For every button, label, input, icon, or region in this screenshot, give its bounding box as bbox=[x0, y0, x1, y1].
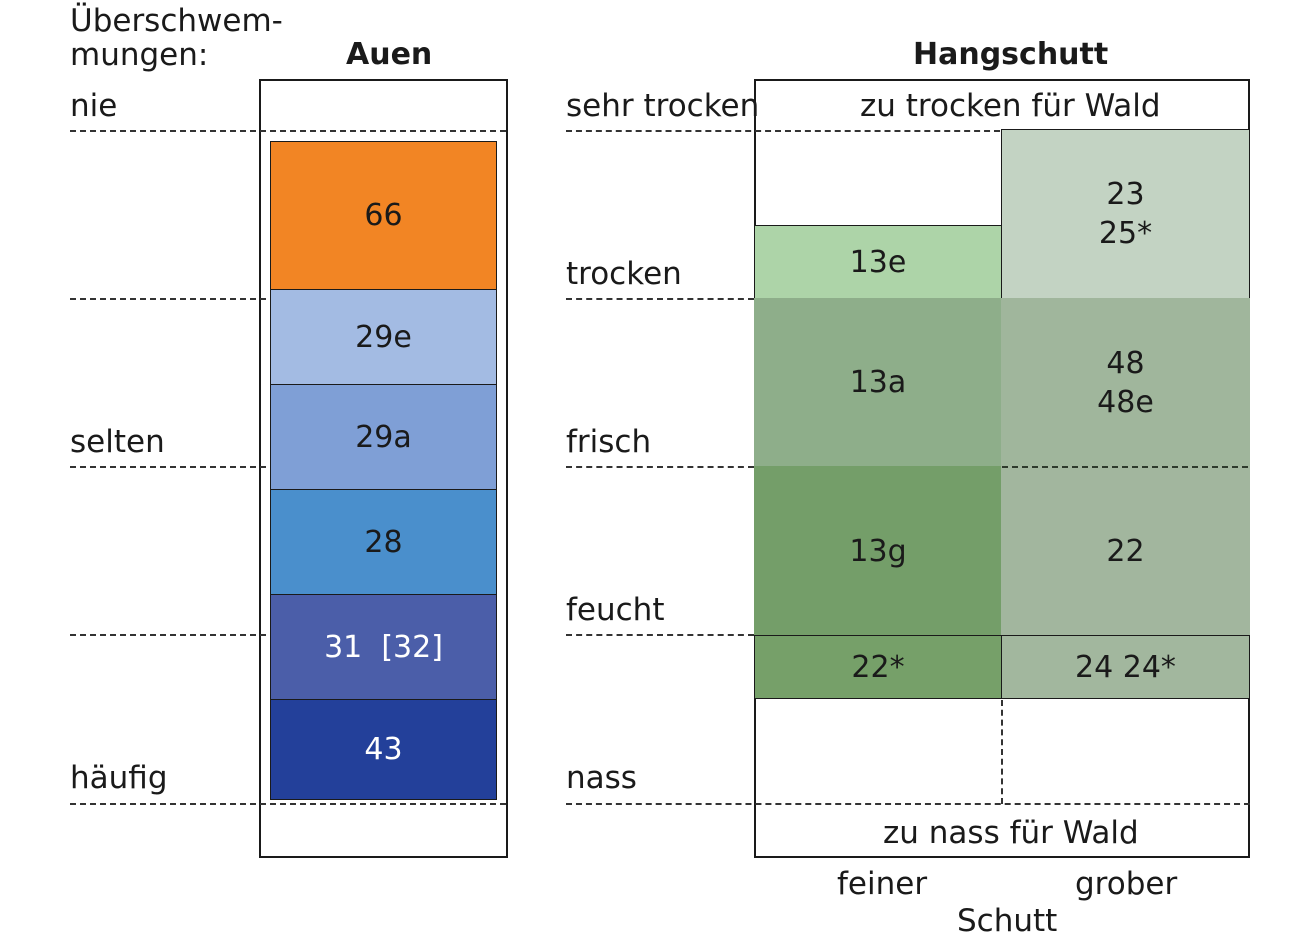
flood-header-line1: Überschwem- bbox=[70, 3, 283, 39]
auen-unit-28: 28 bbox=[270, 489, 497, 595]
auen-unit-66: 66 bbox=[270, 141, 497, 290]
auen-divider-5 bbox=[70, 803, 506, 805]
moisture-feucht: feucht bbox=[566, 592, 665, 628]
auen-divider-4 bbox=[70, 634, 266, 636]
auen-title: Auen bbox=[346, 37, 433, 72]
auen-unit-29e: 29e bbox=[270, 289, 497, 385]
unit-22: 22 bbox=[1001, 466, 1250, 636]
column-divider-dashed bbox=[1001, 700, 1003, 804]
hang-divider-3 bbox=[566, 466, 754, 468]
hang-divider-2 bbox=[566, 298, 754, 300]
auen-frame bbox=[259, 79, 508, 858]
moisture-sehr-trocken: sehr trocken bbox=[566, 88, 760, 124]
hang-divider-3b bbox=[1002, 466, 1248, 468]
x-axis-schutt: Schutt bbox=[957, 903, 1058, 939]
auen-level-haeufig: häufig bbox=[70, 760, 168, 796]
auen-level-nie: nie bbox=[70, 88, 118, 124]
unit-48-48e: 48 48e bbox=[1001, 298, 1250, 467]
unit-23-25-star: 23 25* bbox=[1001, 129, 1250, 299]
hang-divider-1 bbox=[566, 130, 1000, 132]
auen-divider-3 bbox=[70, 466, 266, 468]
moisture-trocken: trocken bbox=[566, 256, 682, 292]
unit-13a: 13a bbox=[754, 298, 1002, 467]
auen-level-selten: selten bbox=[70, 424, 165, 460]
hang-divider-4 bbox=[566, 634, 754, 636]
auen-unit-29a: 29a bbox=[270, 384, 497, 490]
auen-divider-1 bbox=[70, 130, 506, 132]
auen-unit-43: 43 bbox=[270, 699, 497, 800]
too-dry-label: zu trocken für Wald bbox=[860, 88, 1161, 124]
unit-22-star: 22* bbox=[754, 635, 1002, 699]
x-label-grober: grober bbox=[1075, 866, 1178, 902]
hangschutt-title: Hangschutt bbox=[913, 37, 1109, 72]
moisture-nass: nass bbox=[566, 760, 637, 796]
unit-13e: 13e bbox=[754, 225, 1002, 299]
x-label-feiner: feiner bbox=[837, 866, 928, 902]
hang-divider-5 bbox=[566, 803, 1250, 805]
auen-unit-31-32: 31 [32] bbox=[270, 594, 497, 700]
unit-24-24-star: 24 24* bbox=[1001, 635, 1250, 699]
unit-13g: 13g bbox=[754, 466, 1002, 636]
flood-header-line2: mungen: bbox=[70, 37, 209, 73]
moisture-frisch: frisch bbox=[566, 424, 652, 460]
auen-divider-2 bbox=[70, 298, 266, 300]
too-wet-label: zu nass für Wald bbox=[883, 815, 1139, 851]
